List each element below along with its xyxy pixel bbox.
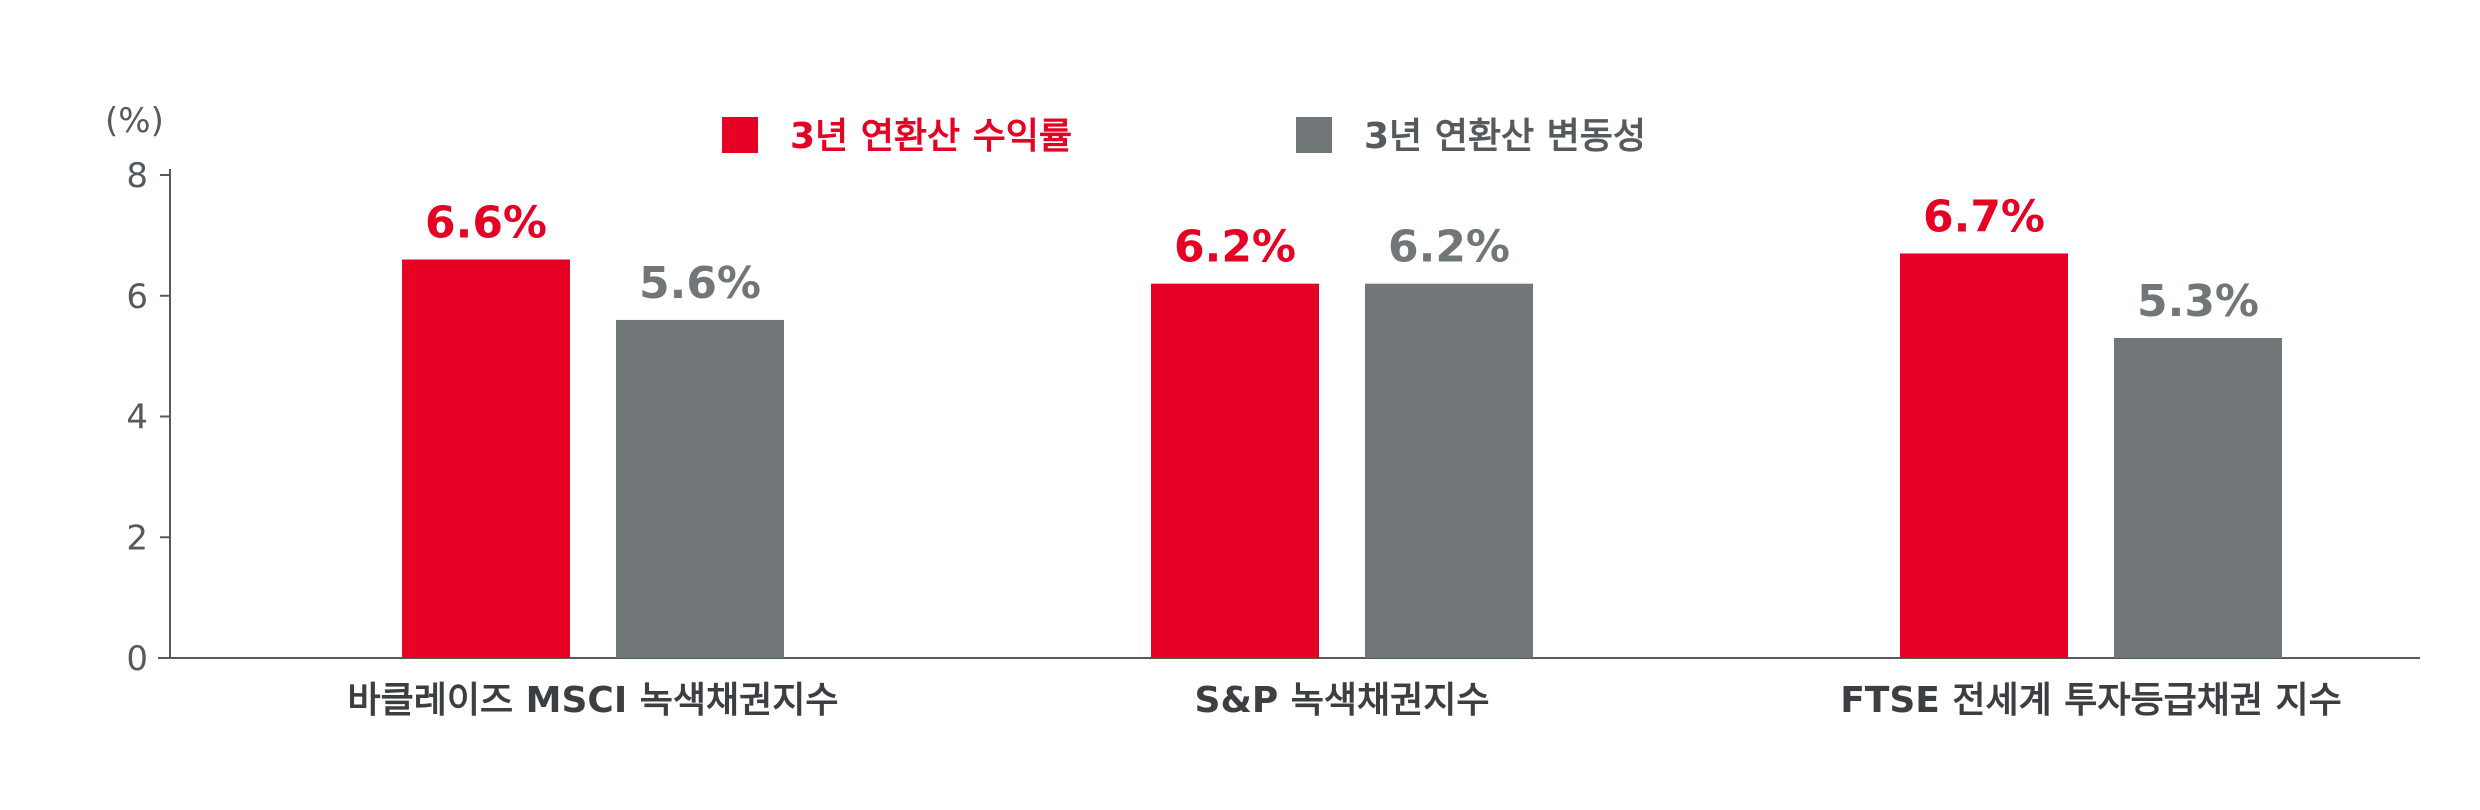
value-label-volatility-2: 6.2%	[1388, 222, 1510, 273]
bar-volatility-2	[1365, 283, 1533, 658]
category-label-2: S&P 녹색채권지수	[1195, 680, 1490, 721]
bars	[402, 253, 2282, 659]
value-labels: 6.6% 5.6% 6.2% 6.2% 6.7% 5.3%	[425, 191, 2259, 327]
bar-returns-1	[402, 259, 570, 658]
value-label-returns-3: 6.7%	[1923, 191, 2045, 242]
bar-volatility-3	[2114, 338, 2282, 658]
category-label-3: FTSE 전세계 투자등급채권 지수	[1840, 680, 2342, 721]
legend-swatch-returns	[722, 117, 758, 153]
value-label-returns-1: 6.6%	[425, 198, 547, 249]
value-label-volatility-3: 5.3%	[2137, 276, 2259, 327]
bar-returns-2	[1151, 283, 1319, 658]
category-labels: 바클레이즈 MSCI 녹색채권지수 S&P 녹색채권지수 FTSE 전세계 투자등급…	[348, 680, 2342, 721]
y-axis-unit-label: (%)	[105, 101, 164, 141]
bar-returns-3	[1900, 253, 2068, 659]
value-label-volatility-1: 5.6%	[639, 258, 761, 309]
y-tick-label: 2	[126, 518, 148, 558]
y-tick-label: 8	[126, 156, 148, 196]
y-tick-label: 4	[126, 398, 148, 438]
y-axis-ticks: 0 2 4 6 8	[126, 156, 170, 679]
legend-label-returns: 3년 연환산 수익률	[790, 116, 1072, 157]
value-label-returns-2: 6.2%	[1174, 222, 1296, 273]
legend-swatch-volatility	[1296, 117, 1332, 153]
bar-volatility-1	[616, 319, 784, 658]
legend: 3년 연환산 수익률 3년 연환산 변동성	[722, 116, 1646, 157]
y-tick-label: 6	[126, 277, 148, 317]
category-label-1: 바클레이즈 MSCI 녹색채권지수	[348, 680, 839, 721]
legend-label-volatility: 3년 연환산 변동성	[1364, 116, 1646, 157]
y-tick-label: 0	[126, 639, 148, 679]
